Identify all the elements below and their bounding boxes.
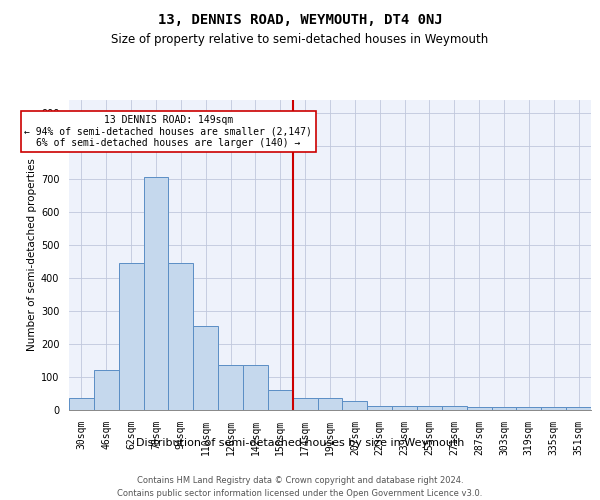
Bar (541, 408, 566, 410)
Bar (143, 177, 169, 410)
Bar (392, 406, 417, 410)
Bar (367, 406, 392, 410)
Bar (566, 408, 591, 410)
Bar (218, 366, 243, 410)
Bar (317, 398, 343, 410)
Bar (193, 326, 218, 410)
Text: 13, DENNIS ROAD, WEYMOUTH, DT4 0NJ: 13, DENNIS ROAD, WEYMOUTH, DT4 0NJ (158, 12, 442, 26)
Bar (491, 408, 517, 410)
Y-axis label: Number of semi-detached properties: Number of semi-detached properties (26, 158, 37, 352)
Text: 13 DENNIS ROAD: 149sqm
← 94% of semi-detached houses are smaller (2,147)
6% of s: 13 DENNIS ROAD: 149sqm ← 94% of semi-det… (25, 114, 313, 148)
Bar (467, 408, 491, 410)
Bar (169, 262, 193, 410)
Bar (268, 390, 293, 410)
Bar (243, 366, 268, 410)
Bar (94, 370, 119, 410)
Text: Distribution of semi-detached houses by size in Weymouth: Distribution of semi-detached houses by … (136, 438, 464, 448)
Bar (442, 406, 467, 410)
Bar (119, 262, 143, 410)
Bar (343, 401, 367, 410)
Bar (69, 398, 94, 410)
Text: Contains HM Land Registry data © Crown copyright and database right 2024.
Contai: Contains HM Land Registry data © Crown c… (118, 476, 482, 498)
Bar (517, 406, 541, 410)
Text: Size of property relative to semi-detached houses in Weymouth: Size of property relative to semi-detach… (112, 32, 488, 46)
Bar (417, 406, 442, 410)
Bar (293, 398, 317, 410)
